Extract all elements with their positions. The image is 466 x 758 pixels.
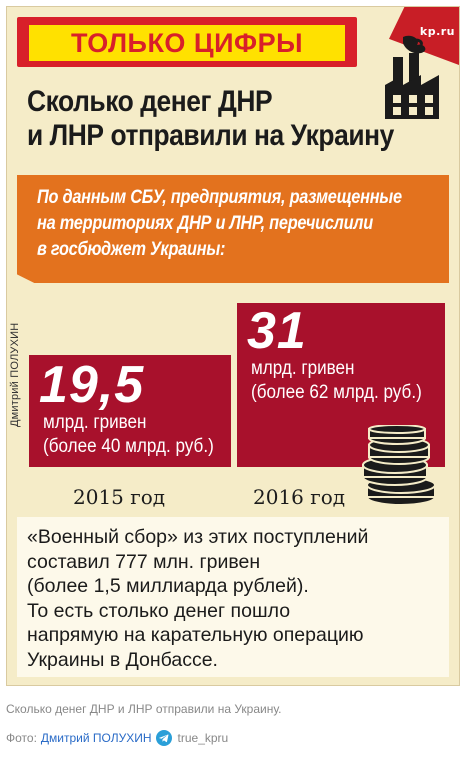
infographic-image: ТОЛЬКО ЦИФРЫ kp.ru Сколько денег ДНР и Л… [6,6,460,686]
bar-unit-2015: млрд. гривен [43,412,147,433]
source-box: По данным СБУ, предприятия, размещенные … [17,175,449,283]
source-text: По данным СБУ, предприятия, размещенные … [37,185,415,263]
banner: ТОЛЬКО ЦИФРЫ [17,17,357,67]
source-line-1: По данным СБУ, предприятия, размещенные [37,187,402,208]
year-label-2016: 2016 год [253,485,346,509]
title-line-1: Сколько денег ДНР [27,85,273,118]
bar-unit-2016: млрд. гривен [251,358,355,379]
banner-inner: ТОЛЬКО ЦИФРЫ [29,25,345,61]
credit-prefix: Фото: [6,731,37,745]
year-label-2015: 2015 год [73,485,166,509]
note-text: «Военный сбор» из этих поступлений соста… [27,525,447,672]
credit-handle-link[interactable]: true_kpru [177,731,229,745]
vertical-author-credit: Дмитрий ПОЛУХИН [9,322,21,427]
note-line-3: (более 1,5 миллиарда рублей). [27,575,309,597]
bar-2016: 31 млрд. гривен (более 62 млрд. руб.) [237,303,445,467]
note-line-1: «Военный сбор» из этих поступлений [27,526,369,548]
note-line-2: составил 777 млн. гривен [27,550,261,573]
kp-logo-text: kp.ru [419,25,455,38]
source-line-3: в госбюджет Украины: [37,239,226,260]
bar-value-2016: 31 [247,302,307,360]
credit-author-link[interactable]: Дмитрий ПОЛУХИН [40,731,152,745]
photo-credit: Фото: Дмитрий ПОЛУХИН true_kpru [6,730,228,746]
bar-note-2016: (более 62 млрд. руб.) [251,382,422,403]
title-line-2: и ЛНР отправили на Украину [27,119,394,152]
note-line-6: Украины в Донбассе. [27,648,218,671]
note-line-5: напрямую на карательную операцию [27,624,364,646]
bar-2015: 19,5 млрд. гривен (более 40 млрд. руб.) [29,355,231,467]
infographic-title: Сколько денег ДНР и ЛНР отправили на Укр… [27,85,397,153]
note-box: «Военный сбор» из этих поступлений соста… [17,517,449,677]
factory-icon [385,35,439,119]
bar-note-2015: (более 40 млрд. руб.) [43,436,214,457]
source-line-2: на территориях ДНР и ЛНР, перечислили [37,213,373,234]
telegram-icon[interactable] [155,730,172,746]
note-line-4: То есть столько денег пошло [27,599,291,622]
bar-value-2015: 19,5 [39,356,145,414]
image-caption: Сколько денег ДНР и ЛНР отправили на Укр… [6,702,282,716]
coins-icon [362,425,436,506]
banner-text: ТОЛЬКО ЦИФРЫ [70,27,304,58]
